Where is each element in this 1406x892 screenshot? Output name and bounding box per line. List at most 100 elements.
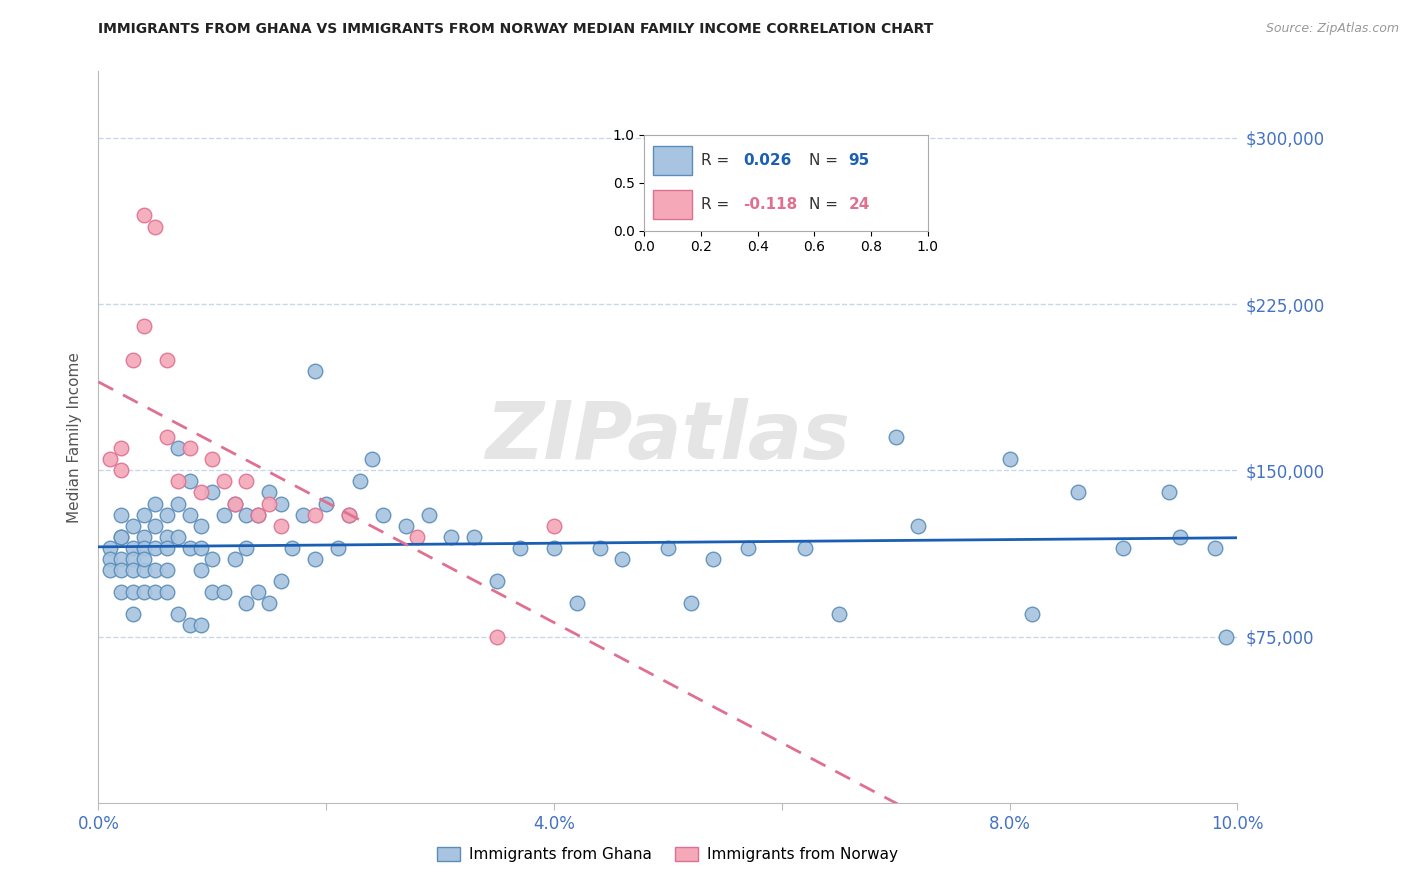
Point — [190, 563, 212, 577]
Text: Source: ZipAtlas.com: Source: ZipAtlas.com — [1265, 22, 1399, 36]
Point — [110, 441, 132, 455]
Text: IMMIGRANTS FROM GHANA VS IMMIGRANTS FROM NORWAY MEDIAN FAMILY INCOME CORRELATION: IMMIGRANTS FROM GHANA VS IMMIGRANTS FROM… — [98, 22, 934, 37]
Point — [145, 563, 167, 577]
Point — [588, 541, 610, 555]
Point — [179, 475, 201, 489]
Point — [179, 618, 201, 632]
Point — [235, 596, 257, 610]
Point — [315, 497, 337, 511]
Point — [156, 541, 179, 555]
Point — [235, 508, 257, 522]
Point — [1170, 530, 1192, 544]
Point — [246, 508, 269, 522]
Text: 95: 95 — [848, 153, 869, 168]
Point — [1067, 485, 1090, 500]
Point — [998, 452, 1021, 467]
Point — [145, 585, 167, 599]
Point — [167, 530, 190, 544]
Point — [110, 463, 132, 477]
Point — [543, 518, 565, 533]
Point — [167, 607, 190, 622]
Point — [179, 541, 201, 555]
Point — [121, 541, 143, 555]
Point — [679, 596, 702, 610]
Point — [121, 352, 143, 367]
Point — [259, 485, 281, 500]
Point — [98, 541, 121, 555]
Point — [270, 574, 292, 589]
Point — [132, 508, 155, 522]
Point — [828, 607, 851, 622]
Text: R =: R = — [702, 197, 734, 212]
Point — [110, 552, 132, 566]
Point — [190, 485, 212, 500]
Point — [201, 552, 224, 566]
Point — [110, 530, 132, 544]
Point — [304, 552, 326, 566]
Point — [110, 530, 132, 544]
Point — [190, 618, 212, 632]
Point — [167, 475, 190, 489]
Point — [246, 508, 269, 522]
Point — [612, 552, 634, 566]
Point — [145, 518, 167, 533]
Text: N =: N = — [808, 197, 842, 212]
Legend: Immigrants from Ghana, Immigrants from Norway: Immigrants from Ghana, Immigrants from N… — [432, 840, 904, 868]
Point — [224, 497, 246, 511]
Point — [145, 497, 167, 511]
Point — [235, 541, 257, 555]
Point — [373, 508, 395, 522]
Text: N =: N = — [808, 153, 842, 168]
Point — [1215, 630, 1237, 644]
Point — [360, 452, 382, 467]
Text: ZIPatlas: ZIPatlas — [485, 398, 851, 476]
Point — [132, 541, 155, 555]
Point — [132, 563, 155, 577]
Point — [418, 508, 440, 522]
Point — [349, 475, 371, 489]
Point — [509, 541, 531, 555]
Y-axis label: Median Family Income: Median Family Income — [67, 351, 83, 523]
Point — [98, 452, 121, 467]
Point — [1157, 485, 1180, 500]
Point — [1021, 607, 1043, 622]
Point — [224, 552, 246, 566]
Point — [702, 552, 724, 566]
Point — [98, 552, 121, 566]
Point — [156, 430, 179, 444]
Point — [167, 497, 190, 511]
Point — [156, 563, 179, 577]
Point — [156, 585, 179, 599]
Point — [201, 485, 224, 500]
Point — [132, 319, 155, 334]
Point — [486, 630, 509, 644]
Point — [304, 363, 326, 377]
Point — [657, 541, 679, 555]
Point — [246, 585, 269, 599]
Point — [145, 219, 167, 234]
Point — [201, 452, 224, 467]
Point — [395, 518, 418, 533]
Point — [1112, 541, 1135, 555]
Point — [167, 441, 190, 455]
Bar — [652, 146, 693, 175]
Point — [793, 541, 815, 555]
Point — [110, 585, 132, 599]
Point — [907, 518, 929, 533]
Point — [565, 596, 588, 610]
Point — [121, 518, 143, 533]
Point — [132, 209, 155, 223]
Point — [132, 585, 155, 599]
Point — [884, 430, 907, 444]
Text: -0.118: -0.118 — [744, 197, 797, 212]
Point — [212, 585, 235, 599]
Point — [145, 541, 167, 555]
Point — [121, 563, 143, 577]
Point — [463, 530, 485, 544]
Point — [121, 585, 143, 599]
Text: 0.026: 0.026 — [744, 153, 792, 168]
Point — [337, 508, 360, 522]
Point — [132, 530, 155, 544]
Point — [179, 441, 201, 455]
Point — [406, 530, 429, 544]
